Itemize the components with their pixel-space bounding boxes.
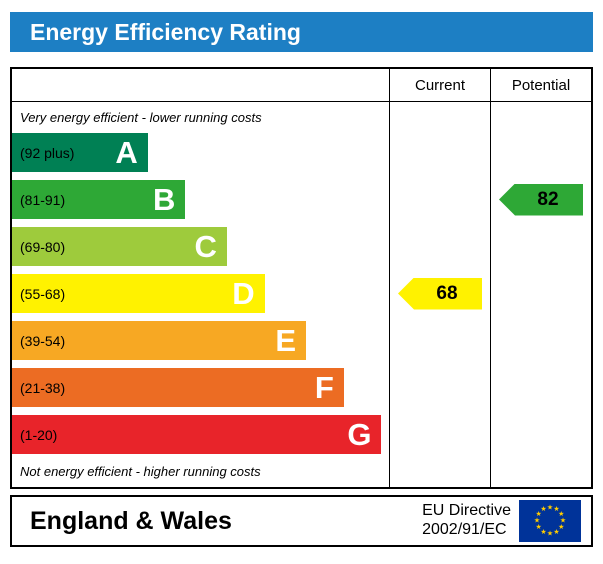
svg-text:★: ★ <box>558 523 564 531</box>
band-a-bar: (92 plus) A <box>12 133 148 172</box>
band-d-range-label: (55-68) <box>20 285 66 302</box>
band-c-range-label: (69-80) <box>20 238 66 255</box>
band-e-bar: (39-54) E <box>12 321 307 360</box>
column-header-current: Current <box>389 69 490 102</box>
potential-column: 82 <box>490 102 591 487</box>
svg-text:★: ★ <box>536 523 542 531</box>
potential-rating-arrow: 82 <box>499 183 583 216</box>
bands-container: (92 plus) A (81-91) B (69-80) C (55-68) … <box>12 133 389 454</box>
svg-text:★: ★ <box>534 517 540 525</box>
current-rating-arrow: 68 <box>398 277 482 310</box>
energy-rating-title: Energy Efficiency Rating <box>30 18 301 45</box>
energy-rating-title-bar: Energy Efficiency Rating <box>10 12 593 52</box>
band-d-letter: D <box>232 276 255 311</box>
band-c-bar: (69-80) C <box>12 227 227 266</box>
band-g-letter: G <box>347 417 372 452</box>
svg-text:★: ★ <box>553 528 559 536</box>
svg-text:★: ★ <box>540 505 546 513</box>
band-g-range-label: (1-20) <box>20 426 58 443</box>
eu-directive-line2: 2002/91/EC <box>422 521 507 538</box>
chart-header-spacer <box>12 69 389 102</box>
eu-flag-stars: ★ ★ ★ ★ ★ ★ ★ ★ ★ ★ ★ ★ <box>534 504 566 538</box>
band-c-letter: C <box>194 229 217 264</box>
eu-directive-text: EU Directive 2002/91/EC <box>422 502 511 540</box>
band-a-range-label: (92 plus) <box>20 144 75 161</box>
current-column: 68 <box>389 102 490 487</box>
band-a-letter: A <box>115 135 138 170</box>
svg-text:★: ★ <box>547 530 553 538</box>
band-f-range-label: (21-38) <box>20 379 66 396</box>
column-header-potential: Potential <box>490 69 591 102</box>
rating-chart: Current Potential Very energy efficient … <box>10 67 593 489</box>
svg-text:★: ★ <box>536 510 542 518</box>
footer-right-group: EU Directive 2002/91/EC ★ ★ ★ ★ ★ ★ ★ ★ … <box>422 500 581 542</box>
eu-directive-line1: EU Directive <box>422 502 511 520</box>
band-f-bar: (21-38) F <box>12 368 344 407</box>
potential-rating-value: 82 <box>537 188 559 210</box>
svg-text:★: ★ <box>558 510 564 518</box>
svg-text:★: ★ <box>560 517 566 525</box>
svg-text:★: ★ <box>553 505 559 513</box>
current-rating-value: 68 <box>436 282 458 304</box>
band-b-range-label: (81-91) <box>20 191 66 208</box>
band-e-letter: E <box>275 323 297 358</box>
band-g-bar: (1-20) G <box>12 415 382 454</box>
band-chart-area: Very energy efficient - lower running co… <box>12 102 389 487</box>
band-e-range-label: (39-54) <box>20 332 66 349</box>
band-b-bar: (81-91) B <box>12 180 186 219</box>
note-bottom: Not energy efficient - higher running co… <box>20 464 261 479</box>
band-f-letter: F <box>314 370 334 405</box>
note-top: Very energy efficient - lower running co… <box>20 110 262 125</box>
svg-text:★: ★ <box>540 528 546 536</box>
band-b-letter: B <box>153 182 176 217</box>
region-title: England & Wales <box>30 506 232 535</box>
eu-flag-icon: ★ ★ ★ ★ ★ ★ ★ ★ ★ ★ ★ ★ <box>519 500 581 542</box>
footer: England & Wales EU Directive 2002/91/EC … <box>10 495 593 547</box>
band-d-bar: (55-68) D <box>12 274 265 313</box>
svg-text:★: ★ <box>547 504 553 512</box>
